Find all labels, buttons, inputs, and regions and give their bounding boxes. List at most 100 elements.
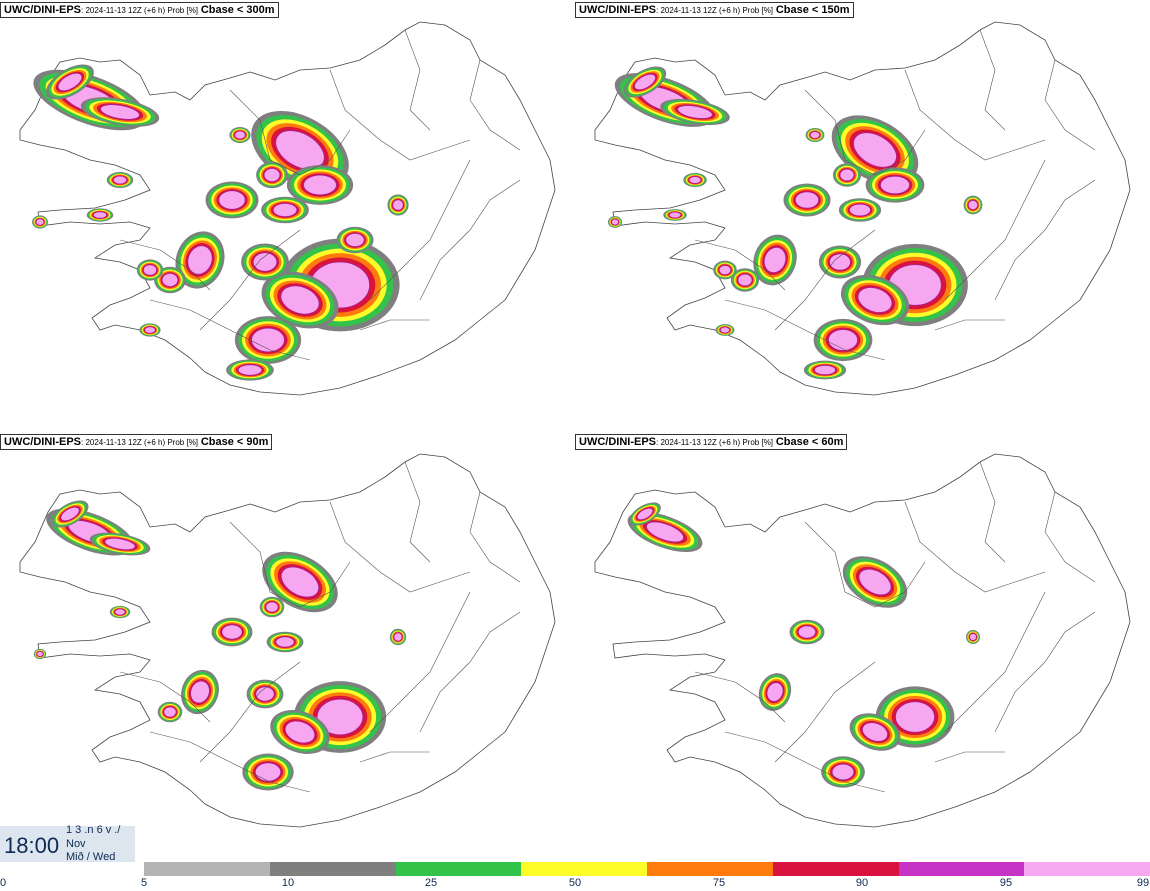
valid-time: 18:00 bbox=[4, 833, 60, 858]
probability-area bbox=[966, 630, 980, 644]
probability-area bbox=[259, 596, 285, 618]
probability-area bbox=[270, 710, 330, 754]
probability-area bbox=[89, 532, 151, 556]
probability-area bbox=[387, 194, 409, 216]
probability-area bbox=[629, 502, 661, 526]
probability-area bbox=[109, 605, 131, 619]
weekday-label: Mið / Wed bbox=[66, 851, 116, 862]
legend-tick-label: 5 bbox=[140, 877, 148, 889]
panel-title: UWC/DINI-EPS: 2024-11-13 12Z (+6 h) Prob… bbox=[575, 434, 848, 450]
region-boundary bbox=[199, 661, 301, 763]
region-boundary bbox=[359, 319, 430, 331]
iceland-map bbox=[19, 21, 556, 396]
region-boundary bbox=[369, 159, 471, 301]
probability-area bbox=[336, 226, 374, 254]
coastline bbox=[594, 453, 1131, 828]
iceland-map bbox=[594, 453, 1131, 828]
probability-area bbox=[753, 234, 797, 286]
probability-area bbox=[789, 619, 825, 645]
date-line: 1 3 .n 6 v ./ bbox=[66, 824, 121, 836]
region-boundary bbox=[149, 299, 311, 361]
probability-area bbox=[813, 318, 873, 362]
legend-swatch bbox=[898, 862, 1025, 876]
probability-area bbox=[607, 216, 623, 228]
iceland-map bbox=[19, 453, 556, 828]
probability-area bbox=[246, 679, 284, 709]
region-boundary bbox=[1044, 59, 1096, 151]
probability-area bbox=[840, 274, 910, 326]
probability-area bbox=[175, 231, 225, 289]
map-panel-cbase-300: UWC/DINI-EPS: 2024-11-13 12Z (+6 h) Prob… bbox=[0, 0, 575, 430]
probability-area bbox=[256, 161, 288, 189]
region-boundary bbox=[199, 229, 301, 331]
probability-area bbox=[821, 756, 865, 788]
region-boundary bbox=[369, 591, 471, 733]
probability-area bbox=[157, 701, 183, 723]
probability-area bbox=[623, 66, 667, 98]
region-boundary bbox=[404, 461, 431, 563]
probability-area bbox=[963, 195, 983, 215]
legend-swatch bbox=[647, 862, 773, 876]
region-boundary bbox=[774, 229, 876, 331]
probability-area bbox=[715, 324, 735, 336]
probability-area bbox=[139, 323, 161, 337]
valid-time-box: 18:00 1 3 .n 6 v ./ Nov Mið / Wed bbox=[0, 824, 135, 862]
region-boundary bbox=[469, 491, 521, 583]
region-boundary bbox=[329, 69, 471, 161]
region-boundary bbox=[119, 671, 211, 723]
probability-area bbox=[838, 198, 882, 222]
probability-area bbox=[136, 259, 164, 281]
region-boundary bbox=[979, 461, 1006, 563]
legend-swatch bbox=[269, 862, 396, 876]
region-boundary bbox=[694, 671, 786, 723]
legend-tick-label: 0 bbox=[0, 877, 7, 889]
region-boundary bbox=[119, 239, 211, 291]
probability-area bbox=[211, 617, 253, 647]
legend-tick-label: 50 bbox=[568, 877, 582, 889]
probability-area bbox=[389, 628, 407, 646]
region-boundary bbox=[229, 89, 351, 176]
legend-swatch bbox=[395, 862, 522, 876]
region-boundary bbox=[944, 159, 1046, 301]
region-boundary bbox=[229, 521, 351, 608]
probability-area bbox=[86, 208, 114, 222]
probability-area bbox=[849, 713, 901, 751]
probability-area bbox=[229, 127, 251, 143]
region-boundary bbox=[469, 59, 521, 151]
region-boundary bbox=[934, 319, 1005, 331]
legend-tick-label: 75 bbox=[712, 877, 726, 889]
probability-area bbox=[818, 245, 862, 279]
probability-area bbox=[266, 631, 304, 653]
probability-area bbox=[805, 127, 825, 143]
legend-tick-label: 90 bbox=[855, 877, 869, 889]
region-boundary bbox=[404, 29, 431, 131]
legend-tick-label: 25 bbox=[424, 877, 438, 889]
probability-legend: 0 5 10 25 50 75 90 95 99 bbox=[0, 862, 1150, 891]
probability-area bbox=[80, 97, 160, 127]
panel-title: UWC/DINI-EPS: 2024-11-13 12Z (+6 h) Prob… bbox=[0, 2, 279, 18]
map-panel-cbase-90: UWC/DINI-EPS: 2024-11-13 12Z (+6 h) Prob… bbox=[0, 432, 575, 862]
region-boundary bbox=[774, 661, 876, 763]
probability-area bbox=[32, 215, 48, 229]
region-boundary bbox=[804, 521, 926, 608]
probability-area bbox=[261, 196, 309, 224]
probability-area bbox=[730, 268, 760, 292]
map-panel-cbase-150: UWC/DINI-EPS: 2024-11-13 12Z (+6 h) Prob… bbox=[575, 0, 1150, 430]
region-boundary bbox=[724, 731, 886, 793]
probability-area bbox=[803, 360, 847, 380]
region-boundary bbox=[944, 591, 1046, 733]
probability-area bbox=[865, 167, 925, 203]
probability-area bbox=[842, 556, 908, 608]
region-boundary bbox=[1044, 491, 1096, 583]
legend-swatch bbox=[1024, 862, 1150, 876]
probability-area bbox=[262, 551, 338, 613]
probability-area bbox=[783, 183, 831, 217]
probability-area bbox=[226, 359, 274, 381]
legend-swatch bbox=[772, 862, 899, 876]
probability-area bbox=[205, 181, 259, 219]
region-boundary bbox=[724, 299, 886, 361]
map-panel-cbase-60: UWC/DINI-EPS: 2024-11-13 12Z (+6 h) Prob… bbox=[575, 432, 1150, 862]
region-boundary bbox=[419, 611, 521, 733]
region-boundary bbox=[994, 179, 1096, 301]
probability-area bbox=[51, 500, 89, 528]
